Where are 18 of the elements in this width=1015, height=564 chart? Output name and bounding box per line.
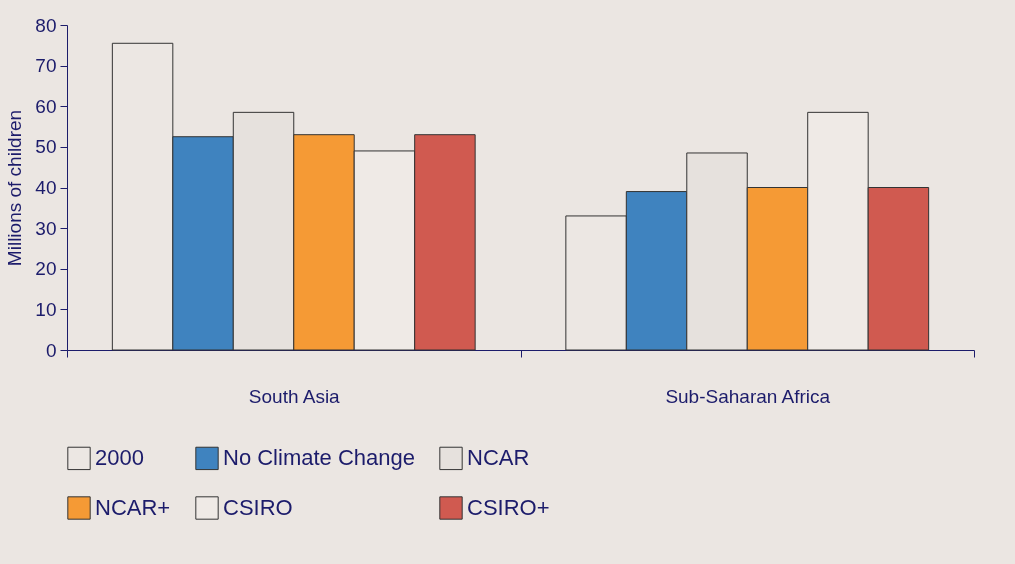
y-tick-label: 50 [35,136,57,158]
y-tick-label: 40 [35,177,57,198]
legend-label: CSIRO+ [467,495,550,520]
legend-label: NCAR [467,445,530,471]
y-tick-label: 60 [35,95,57,117]
legend-label: NCAR+ [95,495,171,520]
legend-label: 2000 [95,445,144,471]
x-tick-label: South Asia [248,385,341,407]
y-tick-label: 80 [35,14,57,36]
y-tick-label: 10 [35,298,57,320]
y-tick-label: 0 [45,339,57,361]
y-tick-label: 20 [35,258,57,280]
legend-label: CSIRO [223,495,293,520]
x-tick-label: Sub-Saharan Africa [665,385,831,407]
y-tick-label: 30 [35,217,57,239]
y-tick-label: 70 [35,55,57,77]
y-axis-title: Millions of children [4,109,26,267]
legend-label: No Climate Change [223,445,415,471]
